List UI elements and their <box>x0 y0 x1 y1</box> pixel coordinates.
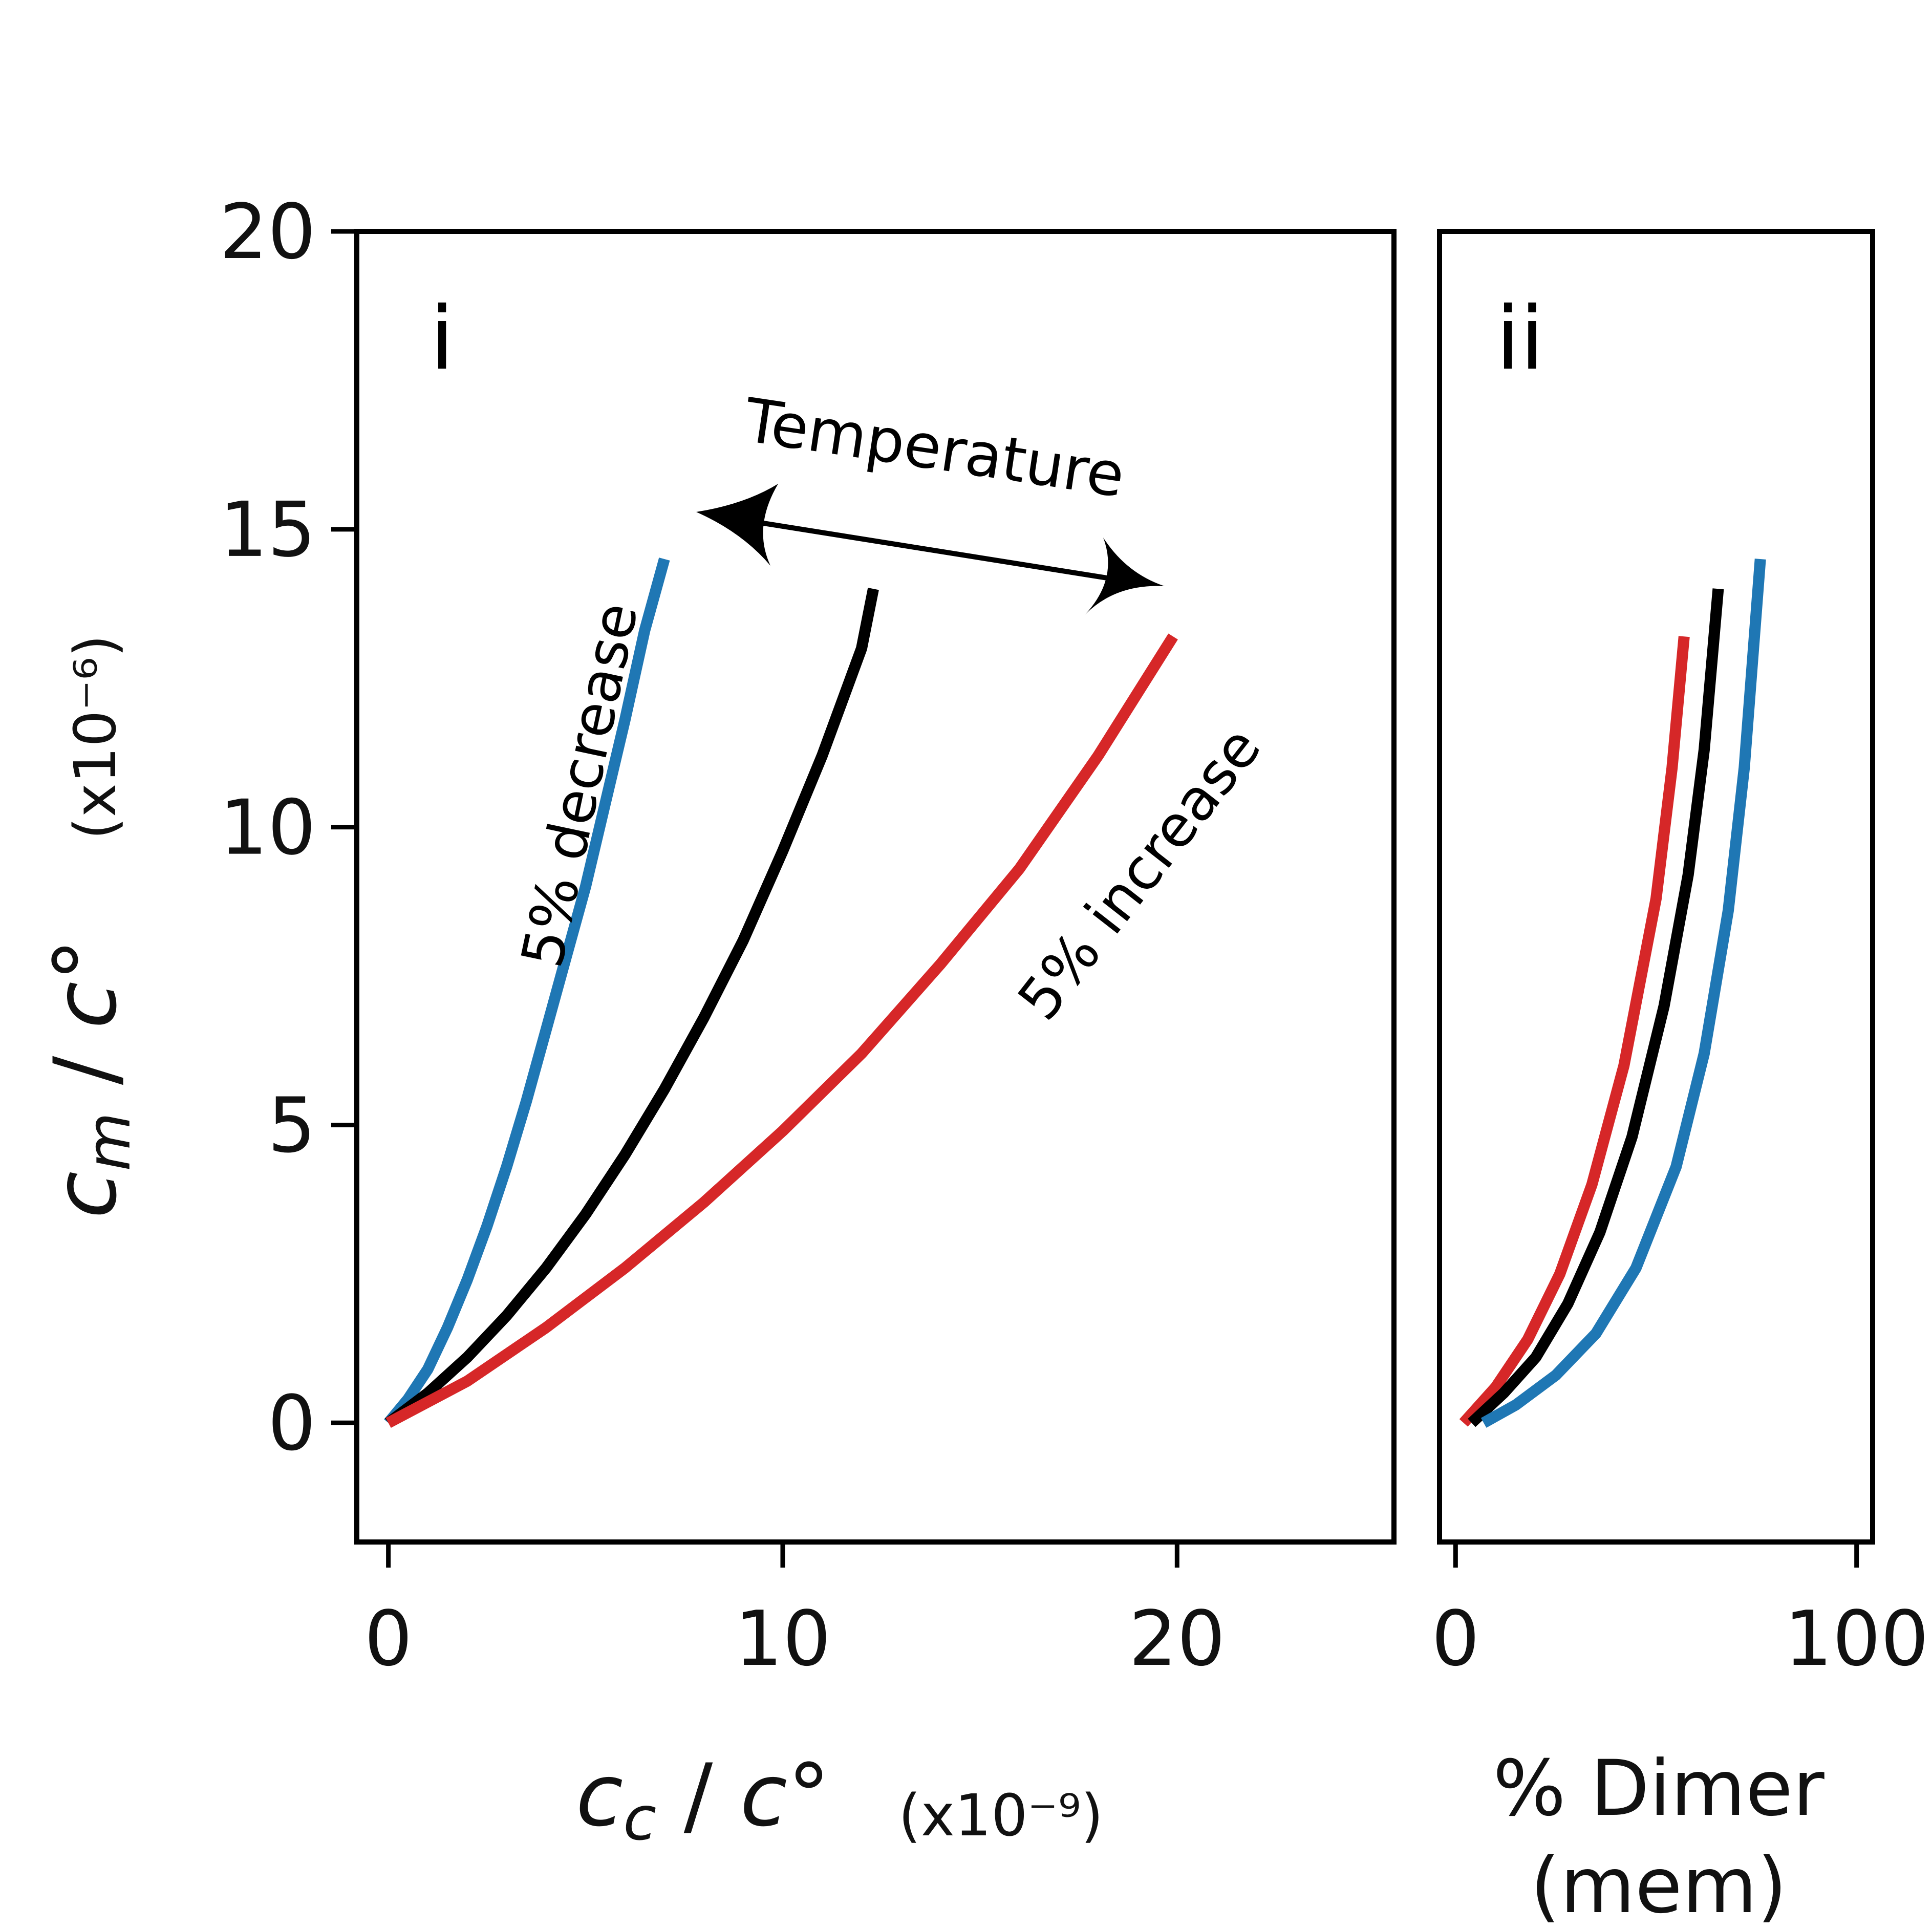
svg-text:cm / c°: cm / c° <box>35 938 144 1218</box>
x-axis-label-ii: % Dimer <box>1493 1744 1824 1833</box>
series-line-2 <box>1468 588 1724 1427</box>
y-tick-label: 5 <box>268 1081 316 1169</box>
panel-ii-x-ticks: 0 100 <box>1431 1542 1929 1683</box>
x-tick-label: 0 <box>364 1595 413 1683</box>
increase-label: 5% increase <box>1005 715 1274 1033</box>
x-axis-scale: (x10⁻⁹) <box>898 1783 1103 1849</box>
x-tick-label: 100 <box>1784 1595 1929 1683</box>
x-tick-label: 0 <box>1431 1595 1479 1683</box>
panel-i-x-ticks: 0 10 20 <box>364 1542 1225 1683</box>
panel-i-series <box>384 558 1178 1428</box>
y-axis-label: cm / c° (x10⁻⁶) <box>35 635 144 1218</box>
series-line-3 <box>385 633 1178 1428</box>
series-line-3 <box>1480 559 1766 1428</box>
x-axis-label-i: cc / c° (x10⁻⁹) <box>576 1745 1103 1854</box>
panel-ii-frame <box>1437 229 1875 1545</box>
temperature-arrow <box>696 484 1165 614</box>
panel-ii-label: ii <box>1496 288 1544 390</box>
y-axis-scale: (x10⁻⁶) <box>62 635 129 840</box>
series-line-1 <box>384 558 670 1427</box>
panel-ii-series <box>1459 559 1766 1428</box>
panel-ii: 0 100 ii <box>1431 229 1929 1683</box>
decrease-label: 5% decrease <box>509 597 651 973</box>
series-line-2 <box>384 588 879 1428</box>
series-line-1 <box>1459 636 1690 1427</box>
svg-text:cc / c°: cc / c° <box>576 1745 830 1854</box>
temperature-label: Temperature <box>740 384 1129 511</box>
y-tick-label: 15 <box>220 486 316 574</box>
panel-i: 0 10 20 0 5 10 15 20 i Temperature 5% decrease… <box>220 188 1397 1683</box>
panel-i-frame <box>354 229 1397 1545</box>
x-tick-label: 20 <box>1129 1595 1225 1683</box>
x-tick-label: 10 <box>735 1595 831 1683</box>
y-tick-label: 10 <box>220 784 316 872</box>
panel-i-label: i <box>430 288 454 390</box>
panel-i-y-ticks: 0 5 10 15 20 <box>220 188 357 1467</box>
y-tick-label: 0 <box>268 1379 316 1467</box>
x-axis-label-ii-line2: (mem) <box>1530 1841 1787 1928</box>
y-tick-label: 20 <box>220 188 316 276</box>
